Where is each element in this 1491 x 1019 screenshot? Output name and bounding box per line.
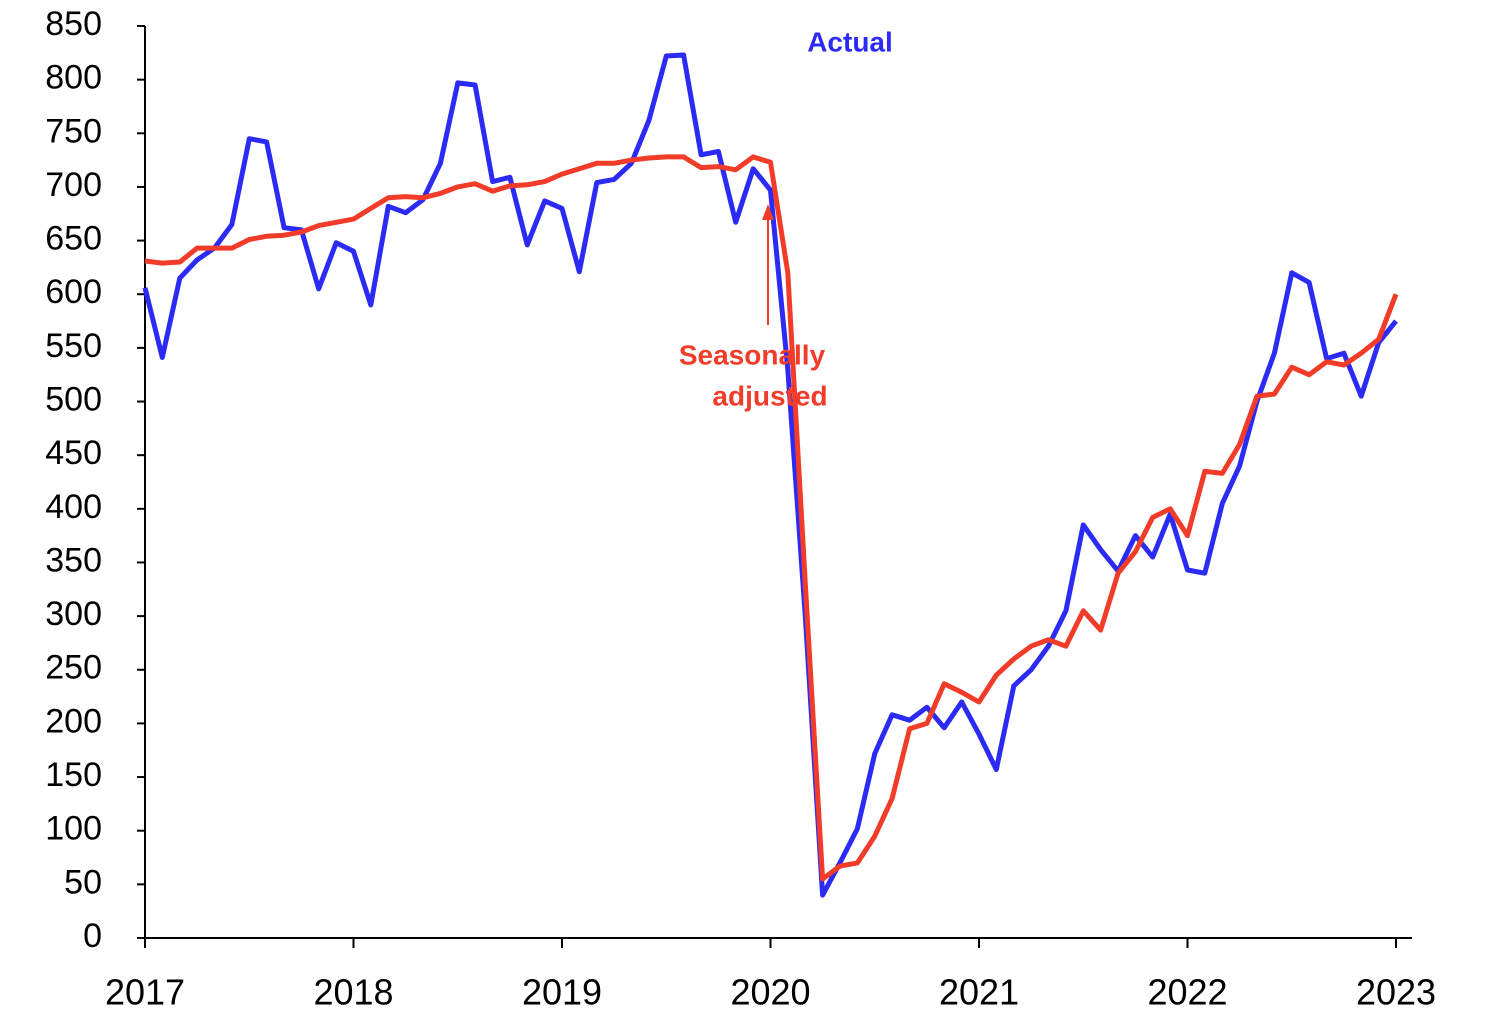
series-label: adjusted (712, 380, 827, 411)
y-tick-label: 450 (45, 434, 102, 472)
y-tick-label: 500 (45, 381, 102, 419)
series-line (144, 154, 1399, 882)
y-tick-label: 750 (45, 112, 102, 150)
y-tick-label: 850 (45, 5, 102, 43)
y-tick-label: 700 (45, 166, 102, 204)
x-tick-label: 2017 (105, 972, 185, 1013)
y-tick-label: 800 (45, 59, 102, 97)
y-tick-label: 600 (45, 273, 102, 311)
x-tick-label: 2020 (730, 972, 810, 1013)
y-tick-label: 550 (45, 327, 102, 365)
annotation-arrowhead (762, 204, 774, 220)
series-label: Actual (807, 26, 893, 57)
x-tick-label: 2022 (1147, 972, 1227, 1013)
y-tick-label: 50 (64, 863, 102, 901)
y-tick-label: 300 (45, 595, 102, 633)
x-tick-label: 2023 (1356, 972, 1436, 1013)
y-tick-label: 400 (45, 488, 102, 526)
y-tick-label: 150 (45, 756, 102, 794)
y-tick-label: 200 (45, 702, 102, 740)
y-tick-label: 650 (45, 220, 102, 258)
y-tick-label: 100 (45, 810, 102, 848)
y-tick-label: 0 (83, 917, 102, 955)
y-tick-label: 350 (45, 541, 102, 579)
series-label: Seasonally (679, 339, 826, 370)
series-line (142, 52, 1398, 898)
y-tick-label: 250 (45, 649, 102, 687)
x-tick-label: 2019 (522, 972, 602, 1013)
x-tick-label: 2018 (313, 972, 393, 1013)
x-tick-label: 2021 (939, 972, 1019, 1013)
